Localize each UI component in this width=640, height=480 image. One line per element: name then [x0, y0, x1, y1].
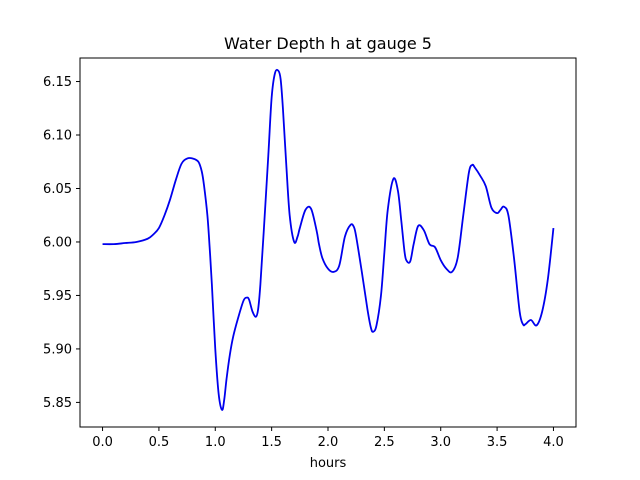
x-tick-label: 1.5: [261, 435, 282, 450]
x-axis-label: hours: [310, 456, 347, 471]
x-tick-label: 2.0: [318, 435, 339, 450]
x-tick-label: 2.5: [374, 435, 395, 450]
x-tick-label: 3.5: [487, 435, 508, 450]
series-lines: [102, 68, 555, 411]
x-tick-label: 4.0: [543, 435, 564, 450]
series-line: [102, 68, 555, 411]
y-tick-label: 6.00: [43, 235, 72, 250]
x-tick-label: 1.0: [205, 435, 226, 450]
plot-frame: [79, 57, 577, 428]
x-tick-label: 0.0: [92, 435, 113, 450]
y-tick-label: 5.90: [43, 342, 72, 357]
axis-ticks: 0.0 0.5 1.0 1.5 2.0 2.5 3.0 3.5 4.0 5.85 5.90 5.95 6…: [43, 75, 564, 450]
x-tick-label: 3.0: [430, 435, 451, 450]
y-tick-label: 5.85: [43, 396, 72, 411]
y-tick-label: 6.10: [43, 129, 72, 144]
y-tick-label: 5.95: [43, 289, 72, 304]
y-tick-label: 6.15: [43, 75, 72, 90]
x-tick-label: 0.5: [149, 435, 170, 450]
chart-title: Water Depth h at gauge 5: [224, 34, 432, 53]
y-tick-label: 6.05: [43, 182, 72, 197]
